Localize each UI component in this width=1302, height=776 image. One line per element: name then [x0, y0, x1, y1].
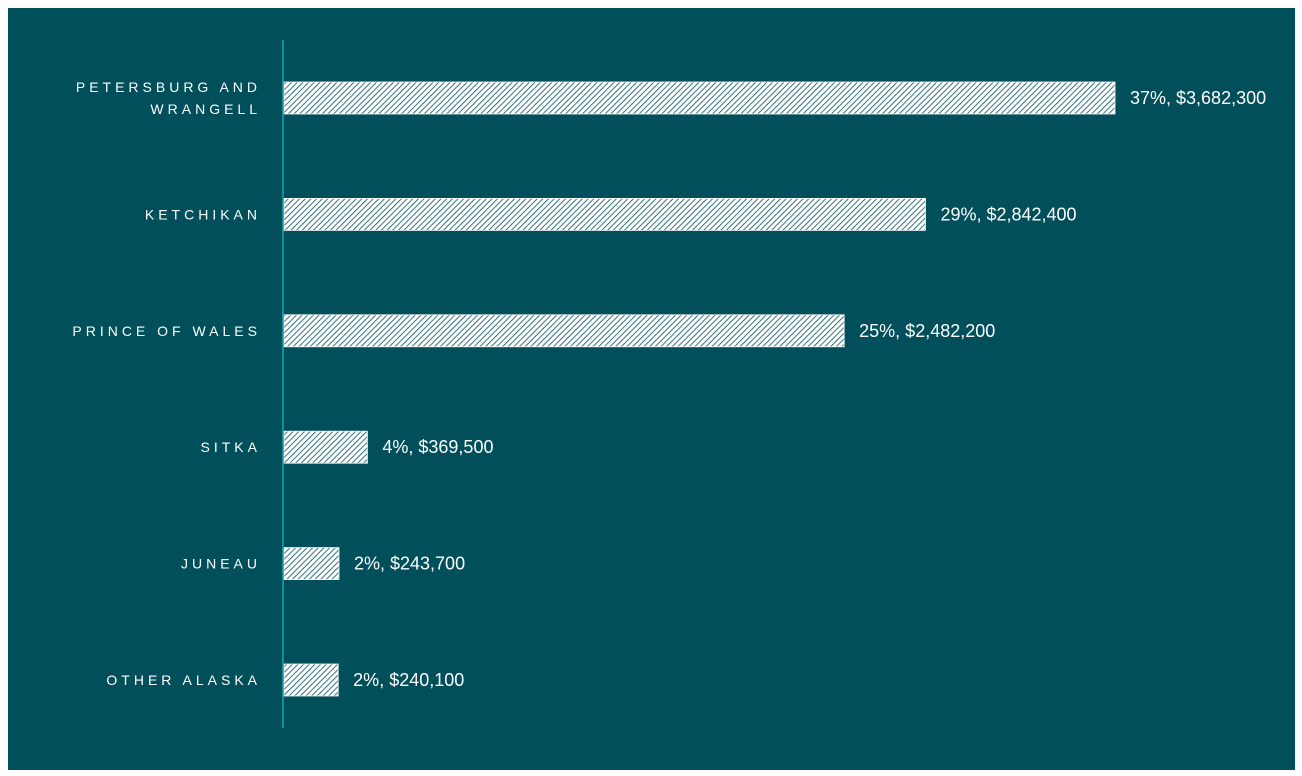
data-label: 37%, $3,682,300 [1130, 88, 1266, 108]
data-label: 25%, $2,482,200 [859, 321, 995, 341]
category-label: OTHER ALASKA [106, 672, 261, 688]
category-label: KETCHIKAN [145, 206, 261, 222]
category-label: PETERSBURG AND [76, 79, 261, 95]
bar [283, 430, 368, 464]
bars-group [283, 81, 1116, 697]
category-label: PRINCE OF WALES [72, 323, 261, 339]
category-label: SITKA [201, 439, 261, 455]
data-label: 2%, $240,100 [353, 670, 464, 690]
bar [283, 197, 926, 231]
data-labels-group: 37%, $3,682,300 29%, $2,842,400 25%, $2,48… [353, 88, 1266, 690]
bar [283, 81, 1116, 115]
category-label: JUNEAU [181, 556, 261, 572]
data-label: 4%, $369,500 [382, 437, 493, 457]
data-label: 29%, $2,842,400 [940, 204, 1076, 224]
bar [283, 547, 340, 580]
chart-panel [8, 8, 1295, 770]
bar [283, 663, 339, 697]
category-labels-group: PETERSBURG AND WRANGELL KETCHIKAN PRINCE OF… [72, 79, 261, 688]
bar [283, 314, 845, 348]
data-label: 2%, $243,700 [354, 554, 465, 574]
category-label: WRANGELL [150, 101, 261, 117]
